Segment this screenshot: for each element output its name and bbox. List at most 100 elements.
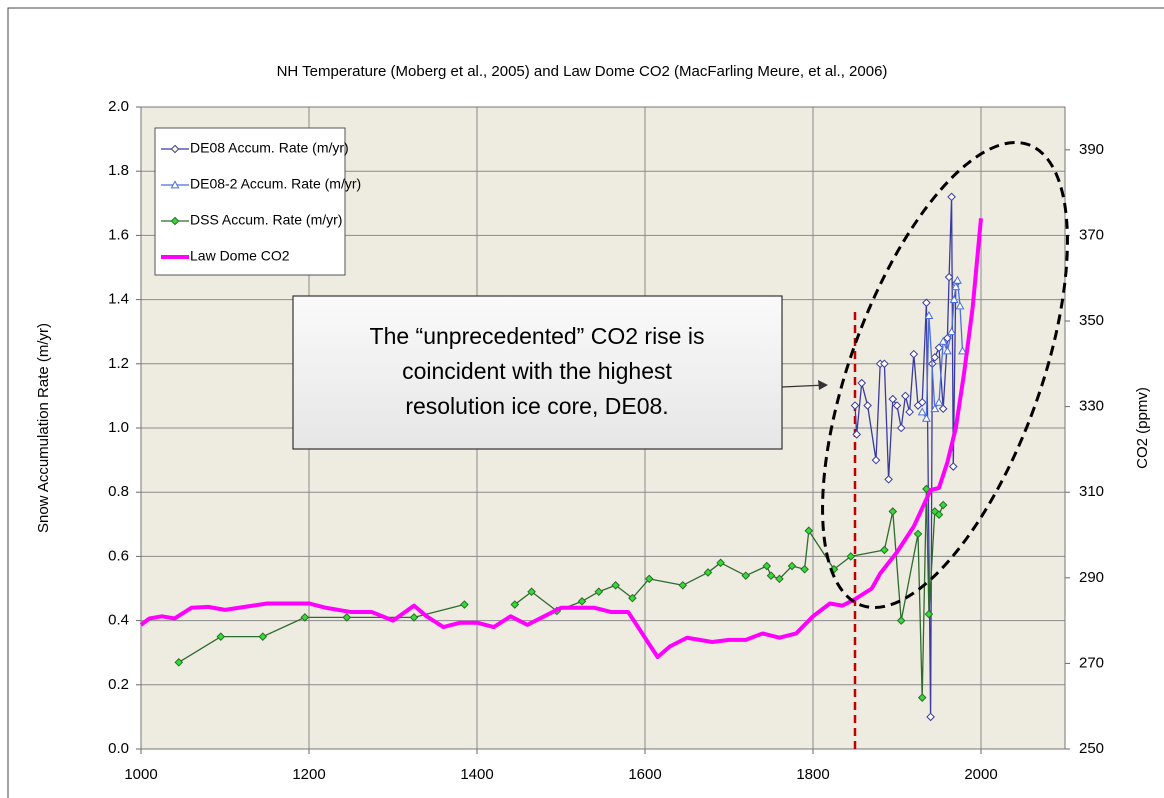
marker xyxy=(787,561,797,571)
marker xyxy=(922,298,931,308)
legend-label: DE08 Accum. Rate (m/yr) xyxy=(190,140,349,156)
marker xyxy=(921,413,931,422)
chart-title: NH Temperature (Moberg et al., 2005) and… xyxy=(277,63,888,80)
y-tick-label: 0.4 xyxy=(108,612,129,629)
y-tick-label: 0.6 xyxy=(108,547,129,564)
marker xyxy=(909,349,919,359)
x-tick-label: 1000 xyxy=(124,766,157,783)
marker xyxy=(951,282,961,291)
marker xyxy=(934,510,944,519)
marker xyxy=(938,500,948,510)
marker xyxy=(527,587,536,597)
marker xyxy=(852,430,861,439)
y2-tick-label: 290 xyxy=(1079,569,1104,586)
marker xyxy=(896,423,906,433)
marker xyxy=(949,294,959,303)
marker xyxy=(174,658,184,667)
marker xyxy=(901,391,910,401)
marker xyxy=(947,192,956,202)
marker xyxy=(258,632,268,641)
marker xyxy=(762,561,772,571)
series-line xyxy=(139,218,983,659)
x-tick-label: 1800 xyxy=(796,766,829,783)
marker xyxy=(955,301,965,310)
annotation-arrowhead xyxy=(818,380,828,390)
marker xyxy=(924,609,934,619)
x-tick-label: 1400 xyxy=(460,766,493,783)
marker xyxy=(644,574,654,584)
x-tick-label: 2000 xyxy=(964,766,997,783)
marker xyxy=(934,397,944,406)
y-tick-label: 1.8 xyxy=(108,162,129,179)
marker xyxy=(917,693,927,702)
marker xyxy=(871,455,881,465)
annotation-text: coincident with the highest xyxy=(402,358,672,384)
frame xyxy=(7,7,1164,798)
marker xyxy=(850,401,860,410)
marker xyxy=(888,507,898,516)
marker xyxy=(913,529,923,539)
marker xyxy=(953,275,962,284)
y-tick-label: 0.2 xyxy=(108,676,129,693)
y2-tick-label: 330 xyxy=(1079,398,1104,415)
marker xyxy=(857,378,867,388)
marker xyxy=(170,180,180,189)
marker xyxy=(678,580,688,590)
marker xyxy=(892,401,902,410)
highlight-ellipse xyxy=(821,140,1069,610)
y2-tick-label: 270 xyxy=(1079,654,1104,671)
marker xyxy=(917,407,927,416)
marker xyxy=(888,394,898,404)
marker xyxy=(300,613,310,622)
y-tick-label: 1.0 xyxy=(108,419,129,436)
y2-tick-label: 350 xyxy=(1079,312,1104,329)
marker xyxy=(510,600,520,609)
annotation: The “unprecedented” CO2 rise is coincide… xyxy=(292,295,828,450)
marker xyxy=(926,712,935,722)
marker xyxy=(880,545,889,555)
legend-label: DSS Accum. Rate (m/yr) xyxy=(190,212,342,228)
marker xyxy=(948,462,958,471)
marker xyxy=(942,346,952,355)
y2-tick-label: 370 xyxy=(1079,226,1104,243)
marker xyxy=(611,580,620,590)
marker xyxy=(460,600,469,609)
x-tick-label: 1600 xyxy=(628,766,661,783)
y-tick-label: 1.6 xyxy=(108,226,129,243)
x-tick-label: 1200 xyxy=(292,766,325,783)
marker xyxy=(775,574,784,584)
marker xyxy=(594,587,604,597)
y2-axis-title: CO2 (ppmv) xyxy=(1134,387,1151,469)
legend-label: Law Dome CO2 xyxy=(190,248,290,264)
marker xyxy=(741,571,751,580)
marker xyxy=(846,552,856,561)
legend-box xyxy=(154,127,346,276)
marker xyxy=(884,475,893,484)
marker xyxy=(930,353,940,362)
y-tick-label: 0.8 xyxy=(108,483,129,500)
marker xyxy=(804,526,814,536)
marker xyxy=(216,632,226,641)
marker xyxy=(863,401,872,410)
marker xyxy=(628,593,637,603)
marker xyxy=(905,407,914,417)
marker xyxy=(938,404,948,414)
marker xyxy=(896,616,906,625)
plot-border xyxy=(140,106,1066,750)
y-tick-label: 0.0 xyxy=(108,740,129,757)
marker xyxy=(924,311,934,320)
y2-tick-label: 390 xyxy=(1079,141,1104,158)
y-axis-title: Snow Accumulation Rate (m/yr) xyxy=(35,323,52,533)
marker xyxy=(800,564,809,574)
marker xyxy=(170,144,180,154)
marker xyxy=(947,327,957,336)
annotation-text: The “unprecedented” CO2 rise is xyxy=(370,323,705,349)
marker xyxy=(409,613,419,622)
marker xyxy=(922,484,931,494)
marker xyxy=(934,343,944,353)
marker xyxy=(703,568,713,577)
annotation-text: resolution ice core, DE08. xyxy=(405,393,668,419)
marker xyxy=(342,613,352,622)
y-tick-label: 2.0 xyxy=(108,98,129,115)
